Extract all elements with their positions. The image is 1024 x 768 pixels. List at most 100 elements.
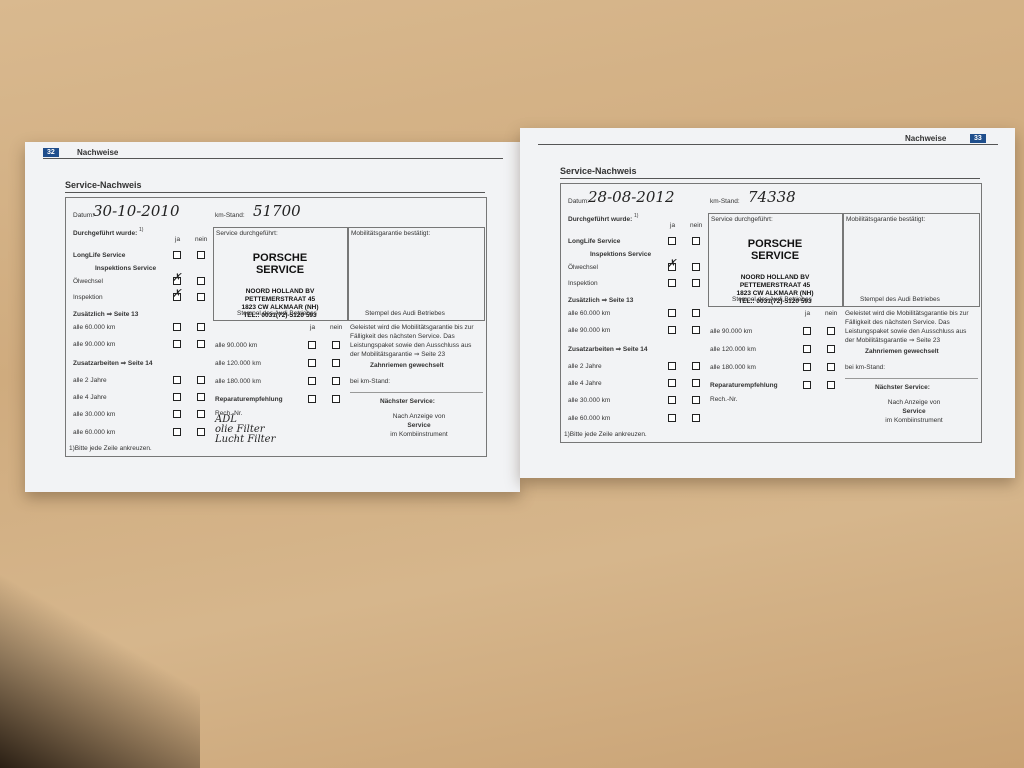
checkbox <box>692 237 700 245</box>
checkbox <box>692 309 700 317</box>
next-line: Service <box>902 408 926 415</box>
item-label: alle 180.000 km <box>710 364 756 371</box>
item-label: alle 30.000 km <box>73 411 116 418</box>
item-label: alle 30.000 km <box>568 397 611 404</box>
shadow <box>0 560 200 768</box>
page-header: Nachweise <box>77 148 119 157</box>
mobility-text: Geleistet wird die Mobilitätsgarantie bi… <box>845 310 969 344</box>
date-label: Datum: <box>73 212 94 219</box>
stamp-line: NOORD HOLLAND BV <box>245 288 315 295</box>
checkbox <box>197 277 205 285</box>
next-line: Service <box>407 422 431 429</box>
item-label: alle 90.000 km <box>568 327 611 334</box>
km-label: km-Stand: <box>215 212 245 219</box>
checkbox <box>668 279 676 287</box>
performed-label: Durchgeführt wurde: <box>568 216 633 223</box>
stamp-line: PORSCHE <box>252 252 308 264</box>
checkbox <box>692 379 700 387</box>
checkbox <box>332 359 340 367</box>
mobility-box <box>843 213 980 307</box>
stamp-line: TEL.: 0031(72)-5120 593 <box>738 298 812 305</box>
next-service: Nächster Service: <box>380 398 435 405</box>
stamp-line: 1823 CW ALKMAAR (NH) <box>241 304 319 311</box>
mobility-caption: Stempel des Audi Betriebes <box>365 310 445 317</box>
checkbox <box>803 327 811 335</box>
mobility-label: Mobilitätsgarantie bestätigt: <box>351 230 431 237</box>
mobility-text: Geleistet wird die Mobilitätsgarantie bi… <box>350 324 474 358</box>
stamp-caption: Stempel des Audi Betriebes <box>237 310 317 317</box>
checkbox <box>197 251 205 259</box>
form-box <box>560 183 982 443</box>
item-label: Ölwechsel <box>568 264 598 271</box>
checkbox <box>692 396 700 404</box>
checkbox <box>668 362 676 370</box>
km-label: km-Stand: <box>710 198 740 205</box>
date-label: Datum: <box>568 198 589 205</box>
page: 33 Nachweise Service-Nachweis Datum: 28-08-2… <box>520 128 1015 478</box>
stamp-line: SERVICE <box>750 250 800 262</box>
stamp-line: PORSCHE <box>747 238 803 250</box>
invoice-label: Rech.-Nr. <box>215 410 243 417</box>
handwritten-note: olie Filter <box>215 424 265 435</box>
checkbox <box>173 393 181 401</box>
page: 32 Nachweise Service-Nachweis Datum: 30-10-2… <box>25 142 520 492</box>
item-label: alle 60.000 km <box>73 429 116 436</box>
item-label: alle 60.000 km <box>73 324 116 331</box>
stamp-caption: Stempel des Audi Betriebes <box>732 296 812 303</box>
item-label: LongLife Service <box>568 238 621 245</box>
service-label: Service durchgeführt: <box>216 230 278 237</box>
handwritten-note: ADL <box>215 414 237 425</box>
check-mark: ✗ <box>667 257 677 270</box>
date: 28-08-2012 <box>588 188 675 206</box>
yes-label: ja <box>175 236 181 243</box>
item-label: alle 2 Jahre <box>568 363 602 370</box>
page-title: Service-Nachweis <box>560 166 637 176</box>
checkbox <box>308 395 316 403</box>
title-rule <box>560 178 980 179</box>
checkbox <box>668 396 676 404</box>
item-label: alle 120.000 km <box>215 360 261 367</box>
checkbox <box>197 428 205 436</box>
km: 51700 <box>253 202 301 220</box>
checkbox <box>173 277 181 285</box>
checkbox <box>197 376 205 384</box>
item-label: alle 60.000 km <box>568 310 611 317</box>
item-label: Reparaturempfehlung <box>215 396 283 403</box>
item-label: alle 90.000 km <box>710 328 753 335</box>
checkbox <box>668 263 676 271</box>
checkbox <box>668 379 676 387</box>
handwritten-note: Lucht Filter <box>215 434 276 445</box>
next-service: Nächster Service: <box>875 384 930 391</box>
checkbox <box>173 251 181 259</box>
footnote-mark: 1) <box>139 227 144 233</box>
yes-label: ja <box>670 222 676 229</box>
item-label: Zusätzlich ⇒ Seite 13 <box>73 311 139 318</box>
checkbox <box>173 428 181 436</box>
checkbox <box>827 381 835 389</box>
header-rule <box>43 158 503 159</box>
checkbox <box>173 376 181 384</box>
item-label: alle 180.000 km <box>215 378 261 385</box>
checkbox <box>332 395 340 403</box>
col-rule <box>350 392 483 393</box>
stamp-box <box>213 227 348 321</box>
item-label: Ölwechsel <box>73 278 103 285</box>
no-label: nein <box>195 236 208 243</box>
col-rule <box>845 378 978 379</box>
checkbox <box>197 410 205 418</box>
form-box <box>65 197 487 457</box>
checkbox <box>668 326 676 334</box>
no-label: nein <box>330 324 343 331</box>
checkbox <box>197 393 205 401</box>
item-label: alle 90.000 km <box>215 342 258 349</box>
check-mark: ✗ <box>172 271 182 284</box>
no-label: nein <box>825 310 838 317</box>
checkbox <box>692 279 700 287</box>
mobility-label: Mobilitätsgarantie bestätigt: <box>846 216 926 223</box>
checkbox <box>803 381 811 389</box>
checkbox <box>692 326 700 334</box>
item-label: alle 60.000 km <box>568 415 611 422</box>
mobility-box <box>348 227 485 321</box>
item-label: alle 4 Jahre <box>73 394 107 401</box>
item-label: Inspektions Service <box>590 251 652 258</box>
